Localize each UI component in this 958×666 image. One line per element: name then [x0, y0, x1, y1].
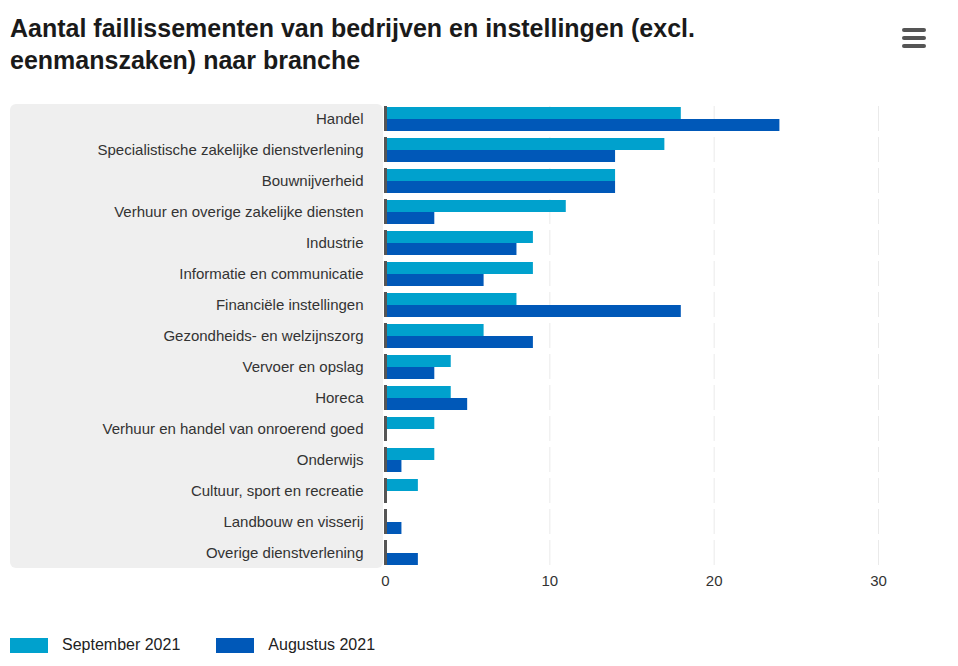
html-text:Augustus 2021: Augustus 2021	[268, 636, 376, 653]
svg-text:Verhuur en overige zakelijke d: Verhuur en overige zakelijke diensten	[114, 203, 363, 220]
svg-text:Specialistische zakelijke dien: Specialistische zakelijke dienstverlenin…	[98, 141, 364, 158]
svg-text:Industrie: Industrie	[306, 234, 364, 251]
html-text:September 2021: September 2021	[62, 636, 181, 653]
svg-text:Gezondheids- en welzijnszorg: Gezondheids- en welzijnszorg	[163, 327, 363, 344]
svg-text:Bouwnijverheid: Bouwnijverheid	[262, 172, 364, 189]
html-text:Aantal faillissementen van bed: Aantal faillissementen van bedrijven en …	[10, 14, 695, 74]
svg-text:Financiële instellingen: Financiële instellingen	[216, 296, 364, 313]
svg-text:Handel: Handel	[316, 110, 364, 127]
svg-text:Horeca: Horeca	[315, 389, 364, 406]
svg-text:Overige dienstverlening: Overige dienstverlening	[206, 544, 364, 561]
svg-text:Cultuur, sport en recreatie: Cultuur, sport en recreatie	[191, 482, 364, 499]
svg-text:Verhuur en handel van onroeren: Verhuur en handel van onroerend goed	[102, 420, 363, 437]
svg-text:Informatie en communicatie: Informatie en communicatie	[179, 265, 363, 282]
svg-text:Landbouw en visserij: Landbouw en visserij	[223, 513, 363, 530]
svg-text:30: 30	[870, 572, 887, 589]
svg-text:Onderwijs: Onderwijs	[297, 451, 364, 468]
svg-text:Vervoer en opslag: Vervoer en opslag	[243, 358, 364, 375]
svg-text:0: 0	[381, 572, 389, 589]
svg-text:10: 10	[541, 572, 558, 589]
svg-text:20: 20	[706, 572, 723, 589]
